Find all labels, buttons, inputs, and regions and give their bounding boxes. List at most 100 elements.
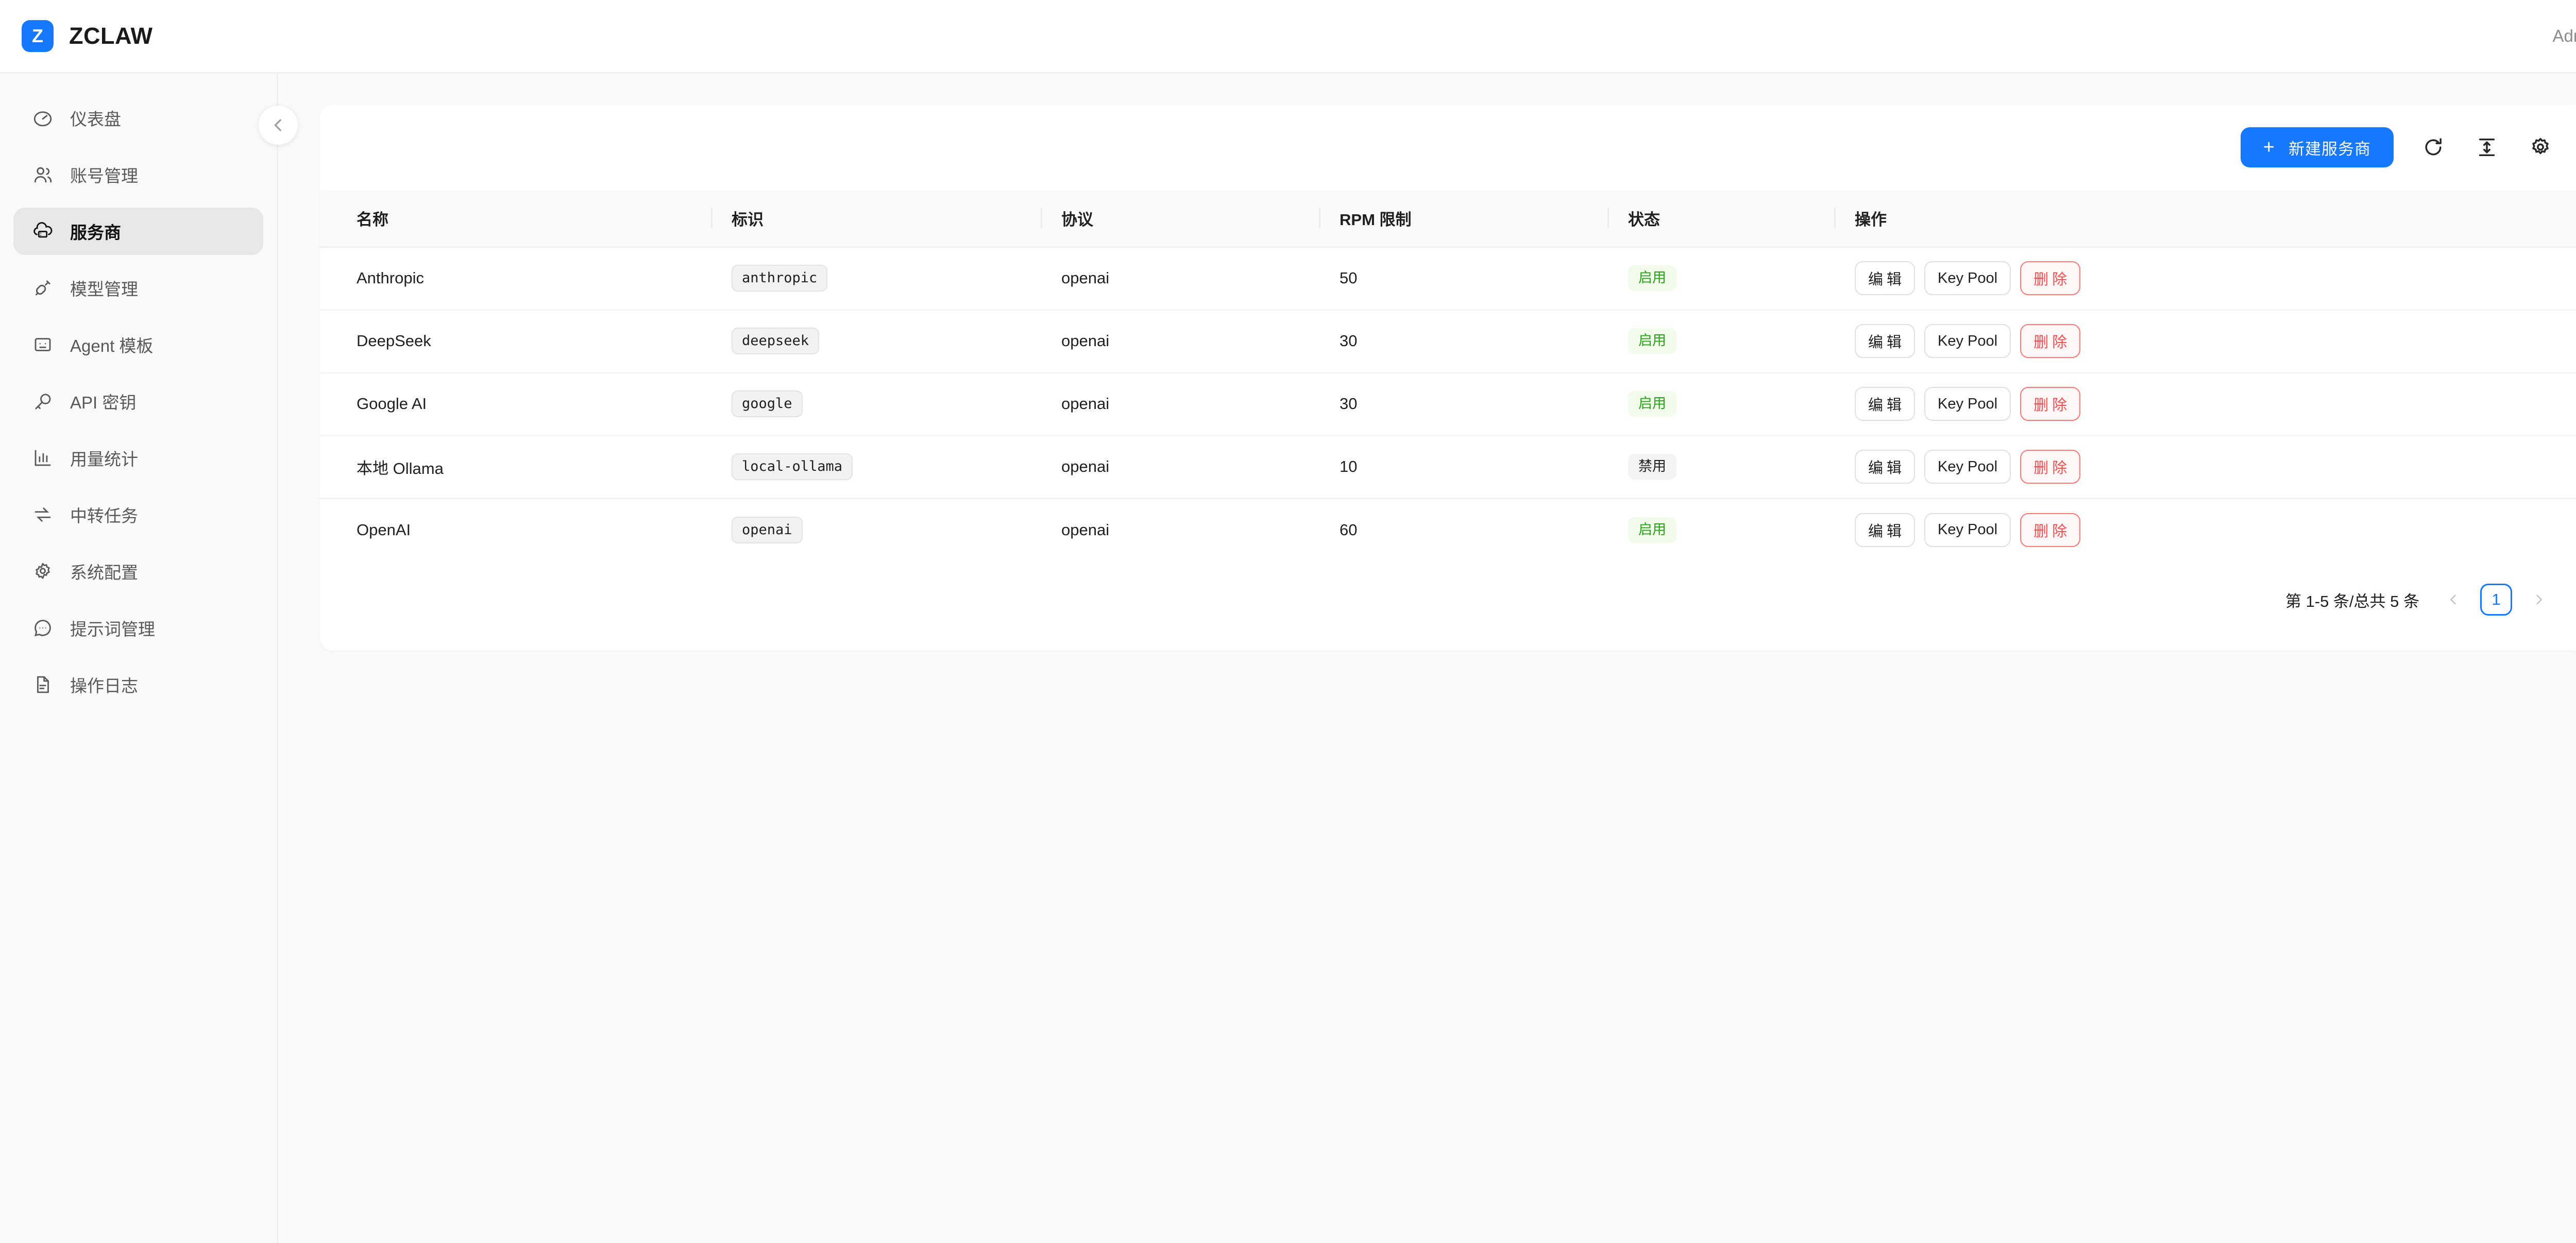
delete-button[interactable]: 删除 (2020, 450, 2081, 484)
column-header-name[interactable]: 名称 (319, 190, 711, 248)
column-header-protocol[interactable]: 协议 (1041, 190, 1319, 248)
cell-name: DeepSeek (319, 310, 711, 373)
slug-tag: openai (732, 516, 803, 543)
table-settings-button[interactable] (2527, 133, 2554, 161)
cell-actions: 编辑 Key Pool 删除 (1834, 372, 2576, 436)
table-header-row: 名称 标识 协议 RPM 限制 状态 操作 (319, 190, 2576, 248)
sidebar-item-api-keys[interactable]: API 密钥 (13, 378, 263, 425)
sidebar-item-usage-stats[interactable]: 用量统计 (13, 434, 263, 482)
sidebar-item-accounts[interactable]: 账号管理 (13, 151, 263, 198)
column-header-rpm[interactable]: RPM 限制 (1319, 190, 1607, 248)
row-actions: 编辑 Key Pool 删除 (1855, 261, 2576, 295)
cell-status: 启用 (1607, 372, 1834, 436)
cell-rpm: 60 (1340, 520, 1358, 539)
pagination-summary: 第 1-5 条/总共 5 条 (2285, 592, 2419, 610)
brand-title: ZCLAW (69, 23, 153, 49)
slug-tag: deepseek (732, 327, 820, 355)
chevron-right-icon (2532, 592, 2546, 607)
cell-status: 启用 (1607, 498, 1834, 561)
cell-actions: 编辑 Key Pool 删除 (1834, 435, 2576, 499)
edit-button[interactable]: 编辑 (1855, 387, 1916, 421)
column-header-slug[interactable]: 标识 (711, 190, 1041, 248)
delete-button[interactable]: 删除 (2020, 387, 2081, 421)
table-toolbar: + 新建服务商 (319, 105, 2576, 190)
column-header-status[interactable]: 状态 (1607, 190, 1834, 248)
sidebar-item-dashboard[interactable]: 仪表盘 (13, 94, 263, 142)
sidebar-item-prompt-management[interactable]: 提示词管理 (13, 604, 263, 652)
table-head: 名称 标识 协议 RPM 限制 状态 操作 (319, 190, 2576, 248)
row-density-button[interactable] (2473, 133, 2501, 161)
cell-rpm: 30 (1319, 372, 1607, 436)
plus-icon: + (2263, 137, 2275, 158)
gear-icon (2529, 135, 2552, 159)
refresh-button[interactable] (2419, 133, 2447, 161)
delete-button[interactable]: 删除 (2020, 513, 2081, 547)
key-pool-button[interactable]: Key Pool (1924, 387, 2011, 421)
bar-chart-icon (32, 447, 54, 469)
file-text-icon (32, 674, 54, 695)
cell-protocol: openai (1041, 247, 1319, 311)
cell-protocol: openai (1041, 372, 1319, 436)
cell-actions: 编辑 Key Pool 删除 (1834, 498, 2576, 561)
pagination-page-1[interactable]: 1 (2480, 584, 2512, 616)
key-pool-button[interactable]: Key Pool (1924, 324, 2011, 358)
sidebar-item-label: 服务商 (70, 223, 121, 242)
table-row[interactable]: 本地 Ollama local-ollama openai 10 禁用 编辑 K… (319, 435, 2576, 499)
providers-card: + 新建服务商 (319, 105, 2576, 651)
pagination: 第 1-5 条/总共 5 条 1 (319, 561, 2576, 616)
slug-tag: local-ollama (732, 453, 853, 481)
table-row[interactable]: OpenAI openai openai 60 启用 编辑 Key Pool 删… (319, 498, 2576, 561)
users-icon (32, 164, 54, 185)
key-pool-button[interactable]: Key Pool (1924, 513, 2011, 547)
edit-button[interactable]: 编辑 (1855, 513, 1916, 547)
current-user-label[interactable]: Admin (2552, 26, 2576, 45)
gear-icon (32, 560, 54, 582)
sidebar-item-system-config[interactable]: 系统配置 (13, 548, 263, 595)
sidebar-item-relay-tasks[interactable]: 中转任务 (13, 491, 263, 538)
cell-name: Google AI (319, 372, 711, 436)
delete-button[interactable]: 删除 (2020, 261, 2081, 295)
cell-slug: openai (711, 498, 1041, 561)
row-actions: 编辑 Key Pool 删除 (1855, 387, 2576, 421)
pagination-next-button[interactable] (2523, 584, 2554, 615)
status-badge: 启用 (1628, 517, 1676, 543)
sidebar-collapse-button[interactable] (259, 106, 298, 145)
table-row[interactable]: DeepSeek deepseek openai 30 启用 编辑 Key Po… (319, 310, 2576, 373)
brand[interactable]: Z ZCLAW (22, 20, 152, 52)
cell-status: 禁用 (1607, 435, 1834, 499)
row-actions: 编辑 Key Pool 删除 (1855, 513, 2576, 547)
providers-table: 名称 标识 协议 RPM 限制 状态 操作 Anthropic anthropi… (319, 190, 2576, 561)
cell-protocol: openai (1041, 310, 1319, 373)
sidebar-item-label: 账号管理 (70, 166, 138, 185)
edit-button[interactable]: 编辑 (1855, 450, 1916, 484)
key-pool-button[interactable]: Key Pool (1924, 261, 2011, 295)
sidebar-item-operation-logs[interactable]: 操作日志 (13, 661, 263, 708)
status-badge: 禁用 (1628, 454, 1676, 480)
pagination-prev-button[interactable] (2438, 584, 2469, 615)
cell-rpm: 10 (1319, 435, 1607, 499)
edit-button[interactable]: 编辑 (1855, 261, 1916, 295)
slug-tag: google (732, 390, 803, 418)
sidebar-item-models[interactable]: 模型管理 (13, 264, 263, 312)
delete-button[interactable]: 删除 (2020, 324, 2081, 358)
row-actions: 编辑 Key Pool 删除 (1855, 324, 2576, 358)
sidebar-item-label: 系统配置 (70, 563, 138, 582)
plug-icon (32, 277, 54, 299)
sidebar-item-label: 模型管理 (70, 280, 138, 299)
sidebar-item-providers[interactable]: 服务商 (13, 208, 263, 255)
cell-status: 启用 (1607, 310, 1834, 373)
sidebar-item-agent-templates[interactable]: Agent 模板 (13, 321, 263, 368)
sidebar-item-label: 中转任务 (70, 506, 138, 525)
table-row[interactable]: Anthropic anthropic openai 50 启用 编辑 Key … (319, 247, 2576, 311)
sidebar-item-label: Agent 模板 (70, 336, 154, 355)
sidebar-item-label: API 密钥 (70, 393, 137, 412)
key-pool-button[interactable]: Key Pool (1924, 450, 2011, 484)
cell-slug: google (711, 372, 1041, 436)
create-provider-button[interactable]: + 新建服务商 (2240, 127, 2394, 167)
edit-button[interactable]: 编辑 (1855, 324, 1916, 358)
cell-actions: 编辑 Key Pool 删除 (1834, 247, 2576, 311)
sidebar: 仪表盘 账号管理 服务商 模型管理 (0, 74, 278, 1243)
sidebar-item-label: 用量统计 (70, 450, 138, 469)
table-row[interactable]: Google AI google openai 30 启用 编辑 Key Poo… (319, 372, 2576, 436)
cell-rpm: 30 (1319, 310, 1607, 373)
